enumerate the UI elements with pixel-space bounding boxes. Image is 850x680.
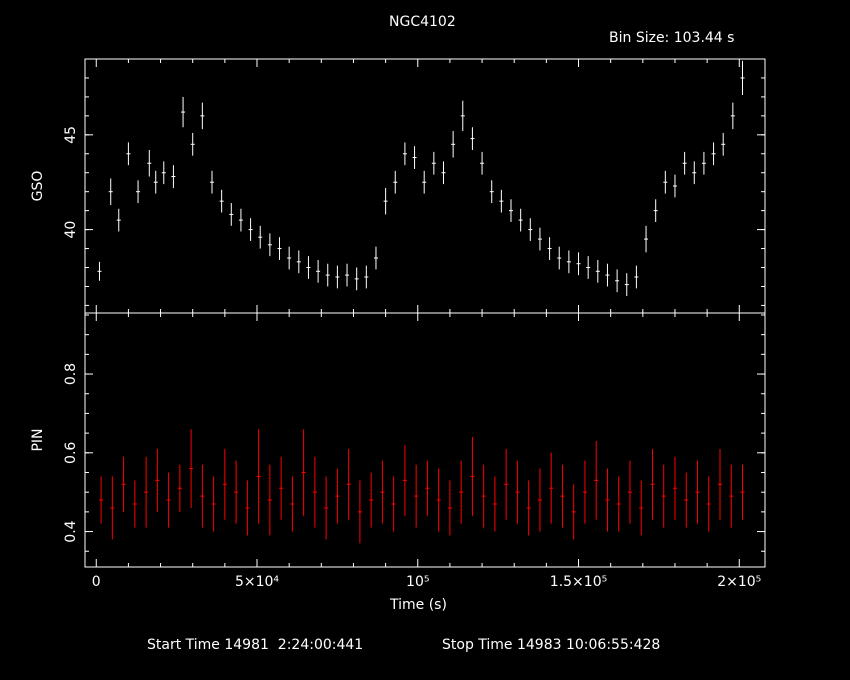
y-tick-label-gso: 40 [63, 221, 79, 239]
chart-title: NGC4102 [389, 14, 456, 30]
x-tick-label: 1.5×10⁵ [550, 574, 607, 590]
y-tick-label-pin: 0.4 [63, 520, 79, 542]
x-tick-label: 0 [92, 574, 101, 590]
start-time-label: Start Time 14981 2:24:00:441 [147, 637, 364, 653]
y-tick-label-pin: 0.8 [63, 363, 79, 385]
y-axis-label-pin: PIN [30, 428, 46, 451]
panel-frame-pin [84, 312, 766, 568]
y-tick-label-pin: 0.6 [63, 442, 79, 464]
bin-size-label: Bin Size: 103.44 s [609, 30, 735, 46]
x-axis-label: Time (s) [390, 597, 447, 613]
y-tick-label-gso: 45 [63, 126, 79, 144]
stop-time-label: Stop Time 14983 10:06:55:428 [442, 637, 661, 653]
y-axis-label-gso: GSO [30, 171, 46, 202]
x-tick-label: 5×10⁴ [235, 574, 279, 590]
x-tick-label: 2×10⁵ [717, 574, 761, 590]
x-tick-label: 10⁵ [406, 574, 429, 590]
panel-frame-gso [84, 58, 766, 314]
